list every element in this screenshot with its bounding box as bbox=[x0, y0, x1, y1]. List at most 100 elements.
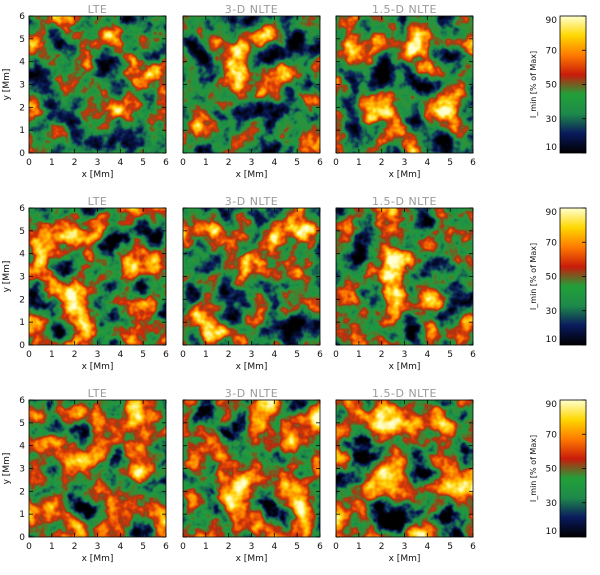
x-tick-label: 0 bbox=[333, 350, 339, 360]
x-tick-label: 2 bbox=[379, 350, 385, 360]
x-axis-label: x [Mm] bbox=[82, 170, 114, 180]
x-tick-label: 1 bbox=[203, 542, 209, 552]
heatmap-image bbox=[336, 208, 473, 345]
x-tick-label: 1 bbox=[203, 158, 209, 168]
x-tick-label: 5 bbox=[294, 158, 300, 168]
colorbar-tick-label: 70 bbox=[546, 46, 558, 56]
x-tick-label: 0 bbox=[26, 350, 32, 360]
x-tick-label: 1 bbox=[356, 350, 362, 360]
x-tick-label: 1 bbox=[356, 542, 362, 552]
x-tick-label: 5 bbox=[294, 542, 300, 552]
x-axis-label: x [Mm] bbox=[236, 362, 268, 372]
y-tick-label: 6 bbox=[19, 204, 25, 214]
colorbar-tick-label: 50 bbox=[546, 81, 558, 91]
x-tick-label: 3 bbox=[249, 350, 255, 360]
y-tick-label: 5 bbox=[19, 227, 25, 237]
panel-title: 3-D NLTE bbox=[225, 195, 278, 208]
y-tick-label: 6 bbox=[19, 12, 25, 22]
x-tick-label: 4 bbox=[271, 158, 277, 168]
panel-title: 1.5-D NLTE bbox=[372, 387, 437, 400]
x-tick-label: 1 bbox=[49, 542, 55, 552]
panel-r1-c2: 3-D NLTE 0 1 2 3 4 5 6 x [Mm] bbox=[180, 3, 323, 180]
x-tick-label: 2 bbox=[379, 158, 385, 168]
x-tick-label: 6 bbox=[470, 350, 476, 360]
x-tick-label: 3 bbox=[402, 158, 408, 168]
x-tick-label: 4 bbox=[424, 350, 430, 360]
colorbar-label: I_min [% of Max] bbox=[529, 243, 538, 310]
panel-title: LTE bbox=[88, 3, 108, 16]
x-tick-label: 3 bbox=[95, 158, 101, 168]
x-tick-label: 5 bbox=[447, 350, 453, 360]
x-tick-label: 2 bbox=[72, 158, 78, 168]
colorbars-layer: 10 30 50 70 90 I_min [% of Max] 10 30 50 70 90 I_mi… bbox=[529, 15, 587, 538]
x-tick-label: 2 bbox=[72, 350, 78, 360]
colorbar-gradient bbox=[559, 399, 587, 538]
x-tick-label: 4 bbox=[271, 542, 277, 552]
x-tick-label: 5 bbox=[294, 350, 300, 360]
x-tick-label: 0 bbox=[333, 158, 339, 168]
y-tick-label: 1 bbox=[19, 318, 25, 328]
x-tick-label: 6 bbox=[163, 542, 169, 552]
colorbar-tick-label: 70 bbox=[546, 238, 558, 248]
colorbar-r1: 10 30 50 70 90 I_min [% of Max] bbox=[529, 15, 587, 154]
x-tick-label: 6 bbox=[163, 350, 169, 360]
heatmap-image bbox=[183, 208, 320, 345]
x-tick-label: 6 bbox=[470, 542, 476, 552]
colorbar-tick-label: 10 bbox=[546, 143, 558, 153]
x-tick-label: 2 bbox=[226, 542, 232, 552]
x-tick-label: 2 bbox=[379, 542, 385, 552]
panel-r2-c3: 1.5-D NLTE 0 1 2 3 4 5 6 x [Mm] bbox=[333, 195, 476, 372]
y-axis-label: y [Mm] bbox=[2, 69, 12, 101]
panel-r3-c1: LTE 0 1 2 3 4 5 6 x [Mm] 0 1 2 3 4 5 6 y [Mm] bbox=[2, 387, 169, 564]
colorbar-tick-label: 30 bbox=[546, 499, 558, 509]
panel-title: LTE bbox=[88, 387, 108, 400]
colorbar-r2: 10 30 50 70 90 I_min [% of Max] bbox=[529, 207, 587, 346]
colorbar-label: I_min [% of Max] bbox=[529, 51, 538, 118]
y-tick-label: 2 bbox=[19, 487, 25, 497]
x-axis-label: x [Mm] bbox=[236, 554, 268, 564]
heatmap-image bbox=[336, 400, 473, 537]
x-tick-label: 4 bbox=[117, 350, 123, 360]
x-tick-label: 1 bbox=[49, 158, 55, 168]
x-axis-label: x [Mm] bbox=[389, 554, 421, 564]
x-axis-label: x [Mm] bbox=[389, 170, 421, 180]
heatmap-image bbox=[29, 208, 166, 345]
y-tick-label: 3 bbox=[19, 465, 25, 475]
colorbar-label: I_min [% of Max] bbox=[529, 435, 538, 502]
colorbar-tick-label: 10 bbox=[546, 335, 558, 345]
y-tick-label: 0 bbox=[19, 533, 25, 543]
x-tick-label: 0 bbox=[180, 350, 186, 360]
x-tick-label: 6 bbox=[317, 350, 323, 360]
x-axis-label: x [Mm] bbox=[236, 170, 268, 180]
y-tick-label: 3 bbox=[19, 273, 25, 283]
colorbar-r3: 10 30 50 70 90 I_min [% of Max] bbox=[529, 399, 587, 538]
heatmap-image bbox=[183, 16, 320, 153]
colorbar-tick-label: 10 bbox=[546, 527, 558, 537]
x-tick-label: 0 bbox=[180, 542, 186, 552]
x-tick-label: 3 bbox=[95, 542, 101, 552]
x-tick-label: 6 bbox=[317, 158, 323, 168]
y-axis-label: y [Mm] bbox=[2, 453, 12, 485]
panel-title: 3-D NLTE bbox=[225, 3, 278, 16]
colorbar-tick-label: 90 bbox=[546, 208, 558, 218]
x-tick-label: 4 bbox=[424, 158, 430, 168]
x-tick-label: 5 bbox=[140, 350, 146, 360]
panel-title: 1.5-D NLTE bbox=[372, 3, 437, 16]
colorbar-tick-label: 50 bbox=[546, 465, 558, 475]
x-tick-label: 3 bbox=[249, 542, 255, 552]
x-tick-label: 5 bbox=[140, 542, 146, 552]
x-tick-label: 5 bbox=[447, 542, 453, 552]
x-tick-label: 6 bbox=[163, 158, 169, 168]
panel-r3-c3: 1.5-D NLTE 0 1 2 3 4 5 6 x [Mm] bbox=[333, 387, 476, 564]
heatmap-image bbox=[183, 400, 320, 537]
x-tick-label: 3 bbox=[249, 158, 255, 168]
x-axis-label: x [Mm] bbox=[389, 362, 421, 372]
x-tick-label: 2 bbox=[72, 542, 78, 552]
y-axis-label: y [Mm] bbox=[2, 261, 12, 293]
colorbar-tick-label: 50 bbox=[546, 273, 558, 283]
y-tick-label: 2 bbox=[19, 103, 25, 113]
y-tick-label: 1 bbox=[19, 126, 25, 136]
x-tick-label: 3 bbox=[402, 350, 408, 360]
x-tick-label: 4 bbox=[117, 542, 123, 552]
